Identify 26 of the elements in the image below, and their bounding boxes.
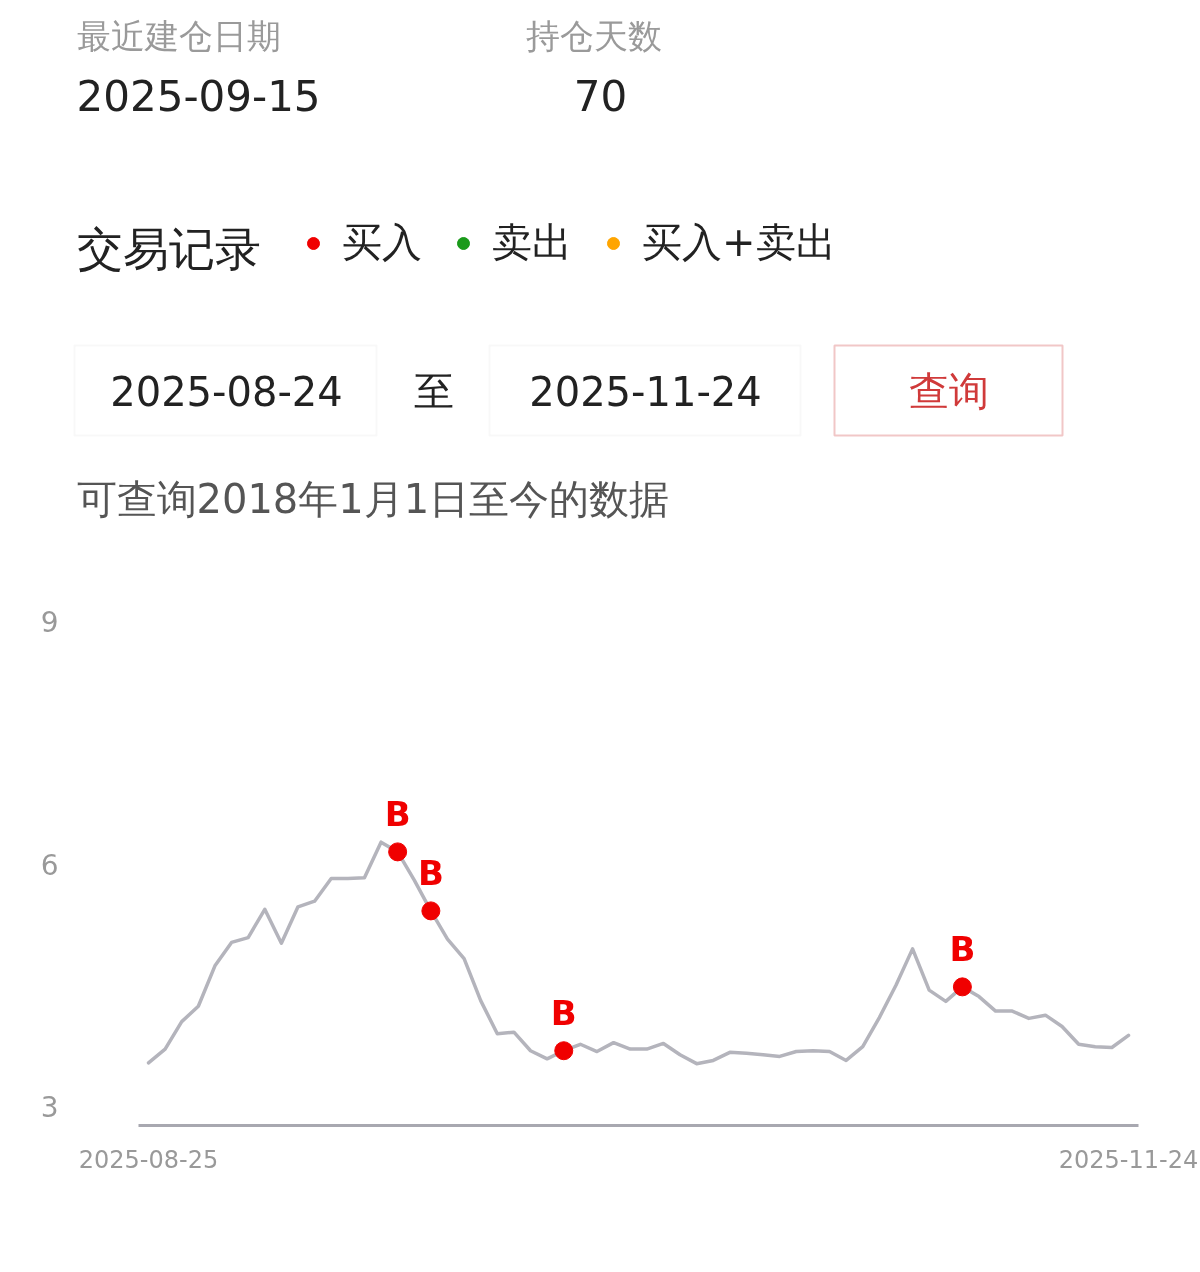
chart-title: 交易记录 bbox=[76, 221, 261, 276]
y-tick-label: 3 bbox=[40, 1091, 59, 1124]
text: 最近建仓日期 bbox=[76, 15, 281, 56]
point bbox=[952, 977, 972, 997]
legend-label: 卖出 bbox=[492, 218, 572, 267]
text: 持仓天数 bbox=[525, 15, 662, 56]
y-tick-label: 6 bbox=[40, 848, 59, 882]
x-tick-label: 2025-08-25 bbox=[78, 1145, 219, 1174]
point bbox=[421, 901, 441, 921]
data-label: B bbox=[949, 928, 976, 969]
legend-label: 买入+卖出 bbox=[642, 218, 836, 267]
text: 可查询2018年1月1日至今的数据 bbox=[76, 475, 670, 522]
data-label: B bbox=[550, 992, 577, 1033]
line-series bbox=[146, 840, 1131, 1066]
text: 查询 bbox=[908, 367, 989, 414]
text: 2025-09-15 bbox=[76, 72, 321, 121]
data-label: B bbox=[417, 852, 444, 893]
text: 70 bbox=[573, 72, 628, 121]
text: 2025-11-24 bbox=[529, 368, 762, 415]
point bbox=[554, 1041, 574, 1061]
legend-label: 买入 bbox=[342, 218, 422, 267]
point bbox=[388, 842, 408, 862]
y-tick-label: 9 bbox=[40, 606, 59, 639]
text: 至 bbox=[413, 367, 454, 414]
data-label: B bbox=[384, 793, 411, 834]
text: 2025-08-24 bbox=[110, 368, 343, 415]
